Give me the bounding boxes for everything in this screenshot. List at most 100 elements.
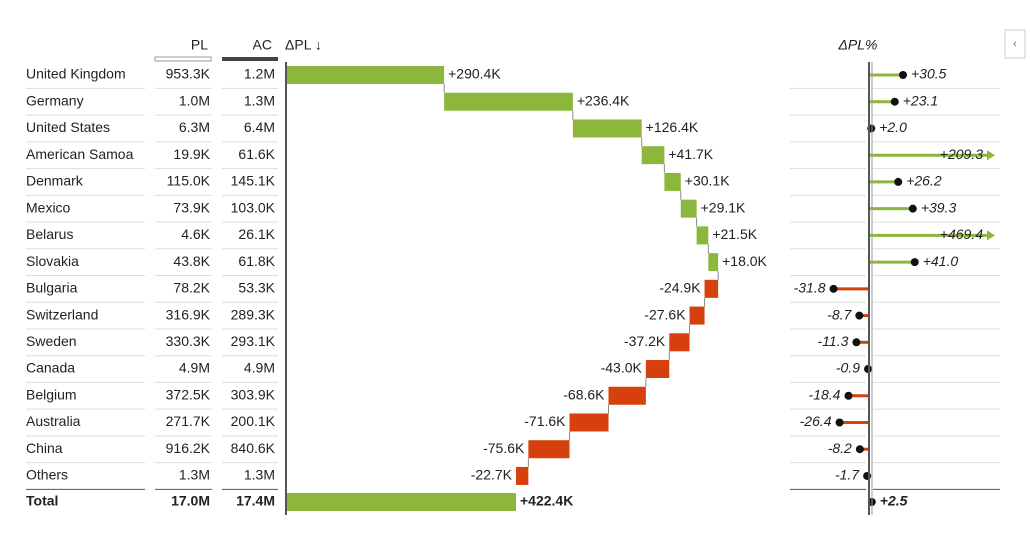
- ac-value: 289.3K: [231, 306, 276, 322]
- delta-label: +29.1K: [701, 199, 746, 215]
- ac-value: 17.4M: [236, 493, 275, 509]
- ac-value: 200.1K: [231, 413, 276, 429]
- delta-bar: [680, 199, 697, 218]
- delta-bar: [569, 413, 609, 432]
- overflow-arrow: [987, 230, 995, 241]
- delta-label: -75.6K: [483, 440, 525, 456]
- pl-value: 916.2K: [166, 440, 211, 456]
- delta-bar: [516, 466, 529, 485]
- pl-value: 316.9K: [166, 306, 211, 322]
- delta-bar: [704, 279, 719, 298]
- total-label: +422.4K: [520, 493, 573, 509]
- pct-dot: [855, 445, 864, 454]
- ac-value: 53.3K: [238, 280, 275, 296]
- delta-bar: [708, 253, 719, 272]
- pct-label: +26.2: [906, 173, 942, 189]
- collapse-tab[interactable]: [1004, 29, 1026, 59]
- delta-bar: [689, 306, 705, 325]
- pl-value: 953.3K: [166, 66, 211, 82]
- pl-value: 1.3M: [179, 467, 210, 483]
- pl-value: 271.7K: [166, 413, 211, 429]
- row-name: Switzerland: [26, 306, 98, 322]
- pct-label: +39.3: [921, 199, 957, 215]
- delta-bar: [286, 66, 445, 84]
- total-bar: [286, 493, 516, 511]
- pct-dot: [863, 365, 872, 374]
- pct-dot: [908, 204, 917, 213]
- pl-value: 73.9K: [173, 199, 210, 215]
- header-ac: AC: [253, 37, 272, 53]
- delta-label: +21.5K: [712, 226, 757, 242]
- delta-bar: [669, 333, 690, 352]
- delta-label: +18.0K: [722, 253, 767, 269]
- delta-bar: [528, 440, 570, 459]
- pl-value: 4.6K: [181, 226, 210, 242]
- ac-value: 1.2M: [244, 66, 275, 82]
- delta-bar: [664, 172, 681, 191]
- pct-label: -18.4: [809, 386, 841, 402]
- pct-dot: [852, 338, 861, 347]
- pct-label: +41.0: [923, 253, 959, 269]
- ac-value: 61.6K: [238, 146, 275, 162]
- delta-label: -68.6K: [563, 386, 605, 402]
- delta-label: -27.6K: [644, 306, 686, 322]
- pct-label: -8.7: [827, 306, 852, 322]
- pct-dot: [890, 97, 899, 106]
- ac-value: 840.6K: [231, 440, 276, 456]
- delta-label: +30.1K: [685, 173, 730, 189]
- pct-dot: [910, 258, 919, 267]
- pct-label: -8.2: [828, 440, 852, 456]
- pl-header-marker: [154, 56, 212, 62]
- pct-label: -11.3: [818, 333, 849, 349]
- ac-value: 1.3M: [244, 467, 275, 483]
- delta-bar: [572, 119, 642, 138]
- pct-label: +469.4: [940, 226, 983, 242]
- pct-dot: [855, 311, 864, 320]
- pct-dot: [835, 418, 844, 427]
- delta-bar: [696, 226, 709, 245]
- delta-label: +41.7K: [668, 146, 713, 162]
- pl-value: 115.0K: [167, 173, 211, 189]
- ac-value: 4.9M: [244, 360, 275, 376]
- row-name: Australia: [26, 413, 81, 429]
- row-name: Mexico: [26, 199, 71, 215]
- row-name: United Kingdom: [26, 66, 126, 82]
- delta-bar: [444, 92, 573, 111]
- pl-value: 330.3K: [166, 333, 211, 349]
- pl-value: 4.9M: [179, 360, 210, 376]
- pct-dot: [844, 391, 853, 400]
- ac-value: 145.1K: [231, 173, 276, 189]
- pct-dot: [829, 284, 838, 293]
- delta-label: +290.4K: [448, 66, 501, 82]
- header-delta: ΔPL ↓: [285, 37, 322, 53]
- pct-label: +2.5: [880, 493, 908, 509]
- ac-value: 61.8K: [238, 253, 275, 269]
- pl-value: 43.8K: [173, 253, 210, 269]
- pl-value: 19.9K: [173, 146, 210, 162]
- row-name: Total: [26, 493, 58, 509]
- overflow-arrow: [987, 150, 995, 161]
- pct-dot: [894, 177, 903, 186]
- delta-label: -24.9K: [659, 280, 701, 296]
- row-name: United States: [26, 119, 110, 135]
- pct-label: +23.1: [903, 92, 938, 108]
- collapse-icon[interactable]: ‹: [1013, 38, 1017, 50]
- delta-label: +126.4K: [646, 119, 699, 135]
- pl-value: 372.5K: [166, 386, 211, 402]
- ac-value: 303.9K: [231, 386, 276, 402]
- ac-value: 6.4M: [244, 119, 275, 135]
- delta-label: -37.2K: [624, 333, 666, 349]
- row-name: Denmark: [26, 173, 84, 189]
- pct-label: -31.8: [794, 280, 826, 296]
- ac-header-marker: [222, 57, 278, 61]
- ac-value: 293.1K: [231, 333, 276, 349]
- delta-label: +236.4K: [577, 92, 630, 108]
- pl-value: 1.0M: [179, 92, 210, 108]
- row-name: Canada: [26, 360, 75, 376]
- ac-value: 103.0K: [231, 199, 276, 215]
- pct-label: -1.7: [835, 467, 860, 483]
- pct-label: -0.9: [836, 360, 860, 376]
- row-name: Sweden: [26, 333, 77, 349]
- row-name: Belgium: [26, 386, 77, 402]
